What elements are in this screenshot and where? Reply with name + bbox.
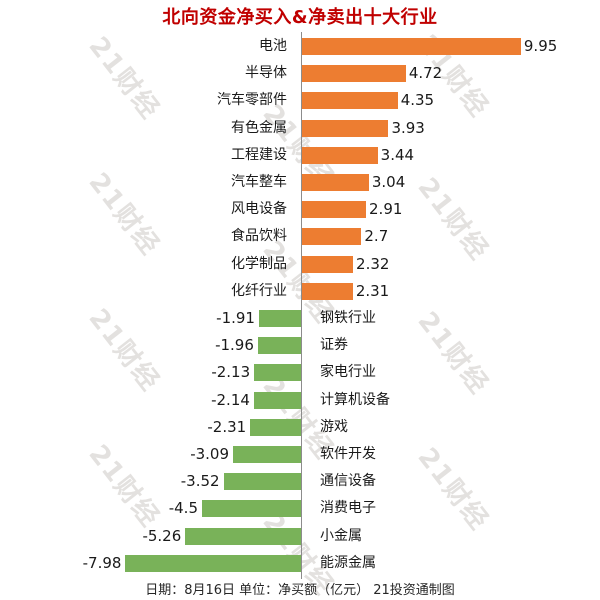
bar-row: 家电行业 -2.13 (0, 359, 600, 386)
bar-row: 风电设备 2.91 (0, 196, 600, 223)
net-buy-bar (302, 255, 354, 273)
category-label: 计算机设备 (320, 391, 390, 408)
net-buy-bar (302, 65, 406, 83)
value-label: 2.7 (364, 227, 389, 246)
value-label: 2.91 (369, 200, 403, 219)
category-label: 工程建设 (231, 146, 287, 163)
value-label: 3.93 (391, 118, 425, 137)
bar-row: 汽车零部件 4.35 (0, 87, 600, 114)
value-label: -5.26 (142, 526, 182, 545)
bar-row: 食品饮料 2.7 (0, 223, 600, 250)
net-buy-bar (302, 146, 378, 164)
bar-row: 钢铁行业 -1.91 (0, 305, 600, 332)
value-label: -7.98 (82, 553, 122, 572)
category-label: 电池 (259, 38, 287, 54)
category-label: 能源金属 (320, 554, 376, 571)
net-sell-bar (253, 391, 301, 409)
net-sell-bar (223, 473, 301, 491)
bar-row: 半导体 4.72 (0, 60, 600, 87)
value-label: -2.13 (211, 363, 251, 382)
net-buy-bar (302, 92, 398, 110)
bar-row: 小金属 -5.26 (0, 523, 600, 550)
value-label: -2.14 (211, 390, 250, 409)
net-buy-bar (302, 228, 362, 246)
net-sell-bar (250, 418, 301, 436)
value-label: -1.91 (216, 309, 255, 327)
category-label: 通信设备 (320, 473, 376, 490)
bar-row: 工程建设 3.44 (0, 142, 600, 169)
net-buy-bar (302, 38, 521, 55)
zero-axis-line (301, 32, 302, 579)
bar-row: 证券 -1.96 (0, 332, 600, 359)
category-label: 半导体 (245, 65, 287, 82)
value-label: -4.5 (168, 499, 198, 518)
value-label: 9.95 (523, 37, 558, 55)
value-label: 4.35 (400, 91, 435, 110)
net-sell-bar (202, 500, 301, 518)
category-label: 汽车整车 (231, 174, 287, 190)
bar-row: 游戏 -2.31 (0, 414, 600, 441)
net-sell-bar (254, 364, 301, 382)
bar-row: 计算机设备 -2.14 (0, 387, 600, 414)
category-label: 消费电子 (320, 500, 376, 517)
value-label: 2.32 (356, 254, 390, 273)
bar-row: 化学制品 2.32 (0, 251, 600, 278)
category-label: 风电设备 (231, 201, 287, 218)
net-buy-bar (302, 119, 389, 137)
net-sell-bar (125, 554, 301, 572)
bar-row: 通信设备 -3.52 (0, 468, 600, 495)
bar-row: 能源金属 -7.98 (0, 550, 600, 577)
category-label: 游戏 (320, 418, 348, 435)
net-sell-bar (258, 310, 301, 327)
category-label: 食品饮料 (231, 228, 287, 245)
bar-row: 消费电子 -4.5 (0, 495, 600, 522)
net-buy-bar (302, 282, 353, 300)
bar-row: 软件开发 -3.09 (0, 441, 600, 468)
net-sell-bar (233, 446, 301, 463)
category-label: 家电行业 (320, 364, 376, 381)
category-label: 有色金属 (231, 119, 287, 136)
category-label: 汽车零部件 (217, 92, 287, 109)
net-buy-bar (302, 174, 369, 191)
category-label: 化学制品 (231, 255, 287, 272)
category-label: 钢铁行业 (320, 310, 376, 326)
net-sell-bar (257, 337, 301, 355)
net-sell-bar (185, 527, 301, 545)
value-label: -3.09 (190, 445, 230, 463)
bar-row: 电池 9.95 (0, 33, 600, 60)
category-label: 软件开发 (320, 446, 376, 462)
value-label: -1.96 (215, 336, 254, 355)
value-label: -3.52 (180, 472, 220, 491)
page-title: 北向资金净买入&净卖出十大行业 (162, 7, 438, 28)
net-buy-bar (302, 201, 367, 219)
value-label: 3.04 (371, 173, 406, 191)
bar-row: 有色金属 3.93 (0, 115, 600, 142)
value-label: 3.44 (380, 145, 415, 164)
value-label: 4.72 (408, 64, 443, 83)
footer-caption: 日期：8月16日 单位：净买额（亿元） 21投资通制图 (145, 583, 455, 598)
bar-row: 汽车整车 3.04 (0, 169, 600, 196)
bar-row: 化纤行业 2.31 (0, 278, 600, 305)
category-label: 证券 (320, 337, 348, 354)
value-label: 2.31 (355, 281, 390, 300)
value-label: -2.31 (207, 417, 247, 436)
category-label: 化纤行业 (231, 282, 287, 299)
category-label: 小金属 (320, 527, 362, 544)
